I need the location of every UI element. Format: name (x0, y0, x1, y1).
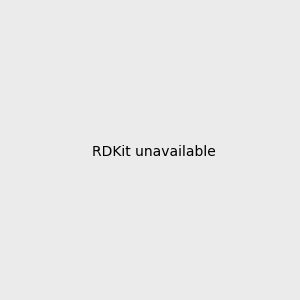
Text: RDKit unavailable: RDKit unavailable (92, 145, 216, 158)
